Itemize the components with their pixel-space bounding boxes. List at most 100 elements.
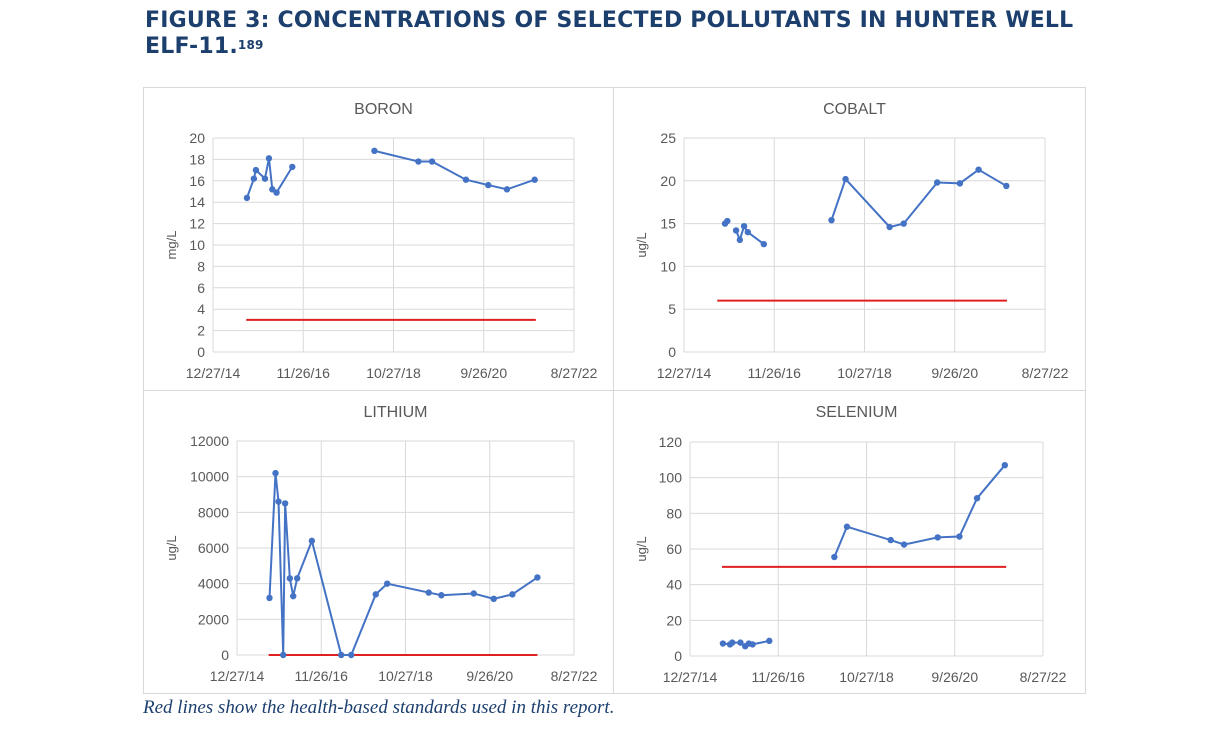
y-axis-label: ug/L (634, 536, 649, 561)
data-point (485, 181, 492, 189)
y-tick-label: 120 (659, 434, 683, 450)
chart-border (143, 87, 614, 391)
data-point (831, 553, 838, 561)
y-tick-label: 60 (666, 541, 682, 557)
x-tick-label: 12/27/14 (663, 669, 718, 685)
data-point (766, 637, 773, 645)
x-tick-label: 11/26/16 (277, 365, 331, 381)
x-tick-label: 11/26/16 (752, 669, 806, 685)
data-point (308, 537, 316, 545)
data-point (744, 228, 752, 236)
data-point (729, 639, 736, 646)
y-tick-label: 18 (189, 151, 205, 167)
y-tick-label: 12000 (190, 433, 229, 449)
y-tick-label: 5 (668, 301, 676, 317)
data-point (470, 590, 477, 597)
data-point (338, 651, 345, 659)
data-point (900, 220, 907, 227)
y-tick-label: 4 (197, 301, 205, 317)
y-tick-label: 25 (660, 130, 676, 146)
data-point (886, 223, 893, 231)
data-point (1003, 182, 1010, 190)
series-line (830, 168, 1007, 229)
chart-border (613, 390, 1086, 694)
y-axis-label: ug/L (634, 232, 649, 257)
x-tick-label: 9/26/20 (466, 668, 513, 684)
data-point (280, 651, 287, 659)
data-point (503, 186, 511, 193)
y-tick-label: 100 (659, 470, 683, 486)
data-point (425, 589, 432, 596)
y-tick-label: 15 (660, 216, 676, 232)
y-tick-label: 8000 (198, 504, 229, 520)
data-point (740, 222, 748, 230)
x-tick-label: 9/26/20 (460, 365, 507, 381)
data-point (266, 594, 273, 602)
data-point (261, 175, 269, 182)
figure-title: FIGURE 3: CONCENTRATIONS OF SELECTED POL… (145, 8, 1074, 59)
y-tick-label: 0 (197, 344, 205, 360)
x-tick-label: 10/27/18 (839, 669, 894, 685)
y-tick-label: 6000 (198, 540, 229, 556)
data-point (275, 498, 282, 505)
data-point (372, 591, 379, 598)
data-point (842, 175, 849, 183)
y-tick-label: 4000 (198, 576, 229, 592)
chart-lithium: LITHIUM 0 2000 4000 6000 8000 10000 12000 12/27/… (143, 390, 614, 694)
y-tick-label: 20 (660, 173, 676, 189)
data-point (272, 469, 279, 477)
data-point (490, 595, 497, 603)
y-axis-label: mg/L (164, 231, 179, 260)
series-line (833, 464, 1006, 558)
x-tick-label: 10/27/18 (366, 365, 421, 381)
data-point (975, 166, 982, 173)
data-point (289, 163, 296, 171)
y-tick-label: 0 (668, 344, 676, 360)
data-point (736, 236, 744, 244)
y-tick-label: 2 (197, 323, 205, 339)
y-tick-label: 20 (666, 612, 682, 628)
data-point (250, 175, 258, 182)
x-tick-label: 11/26/16 (295, 668, 349, 684)
data-point (737, 639, 744, 646)
data-point (462, 176, 470, 183)
data-point (749, 641, 756, 648)
y-tick-label: 2000 (198, 611, 229, 627)
x-tick-label: 8/27/22 (551, 668, 598, 684)
data-point (384, 580, 391, 587)
data-point (286, 575, 294, 582)
data-point (1001, 461, 1009, 469)
x-tick-label: 8/27/22 (1022, 365, 1069, 381)
data-point (293, 575, 301, 582)
data-point (290, 592, 297, 600)
chart-title: LITHIUM (364, 404, 428, 421)
chart-selenium: SELENIUM 0 20 40 60 80 100 120 12/27/14 11/26/16 1… (613, 390, 1086, 694)
data-point (724, 217, 731, 225)
data-point (887, 536, 894, 544)
y-tick-label: 10000 (190, 469, 229, 485)
y-tick-label: 40 (666, 577, 682, 593)
data-point (956, 533, 963, 540)
data-point (900, 541, 908, 548)
data-point (348, 651, 355, 659)
x-tick-label: 10/27/18 (378, 668, 433, 684)
data-point (534, 574, 541, 581)
x-tick-label: 9/26/20 (931, 669, 978, 685)
figure-caption: Red lines show the health-based standard… (143, 697, 615, 718)
data-point (973, 494, 981, 502)
y-tick-label: 8 (197, 258, 205, 274)
data-point (828, 216, 835, 224)
y-tick-label: 16 (189, 173, 205, 189)
y-tick-label: 20 (189, 130, 205, 146)
data-point (719, 640, 727, 647)
chart-title: BORON (354, 101, 413, 118)
y-tick-label: 10 (660, 258, 676, 274)
chart-title: SELENIUM (816, 404, 898, 421)
data-point (509, 591, 516, 598)
chart-boron: BORON 0 2 4 6 8 10 12 14 16 18 20 12/27/14 11/26/16 10… (143, 87, 614, 391)
data-point (934, 179, 941, 186)
chart-title: COBALT (823, 101, 886, 118)
data-point (428, 158, 436, 165)
data-point (760, 240, 768, 248)
x-tick-label: 9/26/20 (931, 365, 978, 381)
